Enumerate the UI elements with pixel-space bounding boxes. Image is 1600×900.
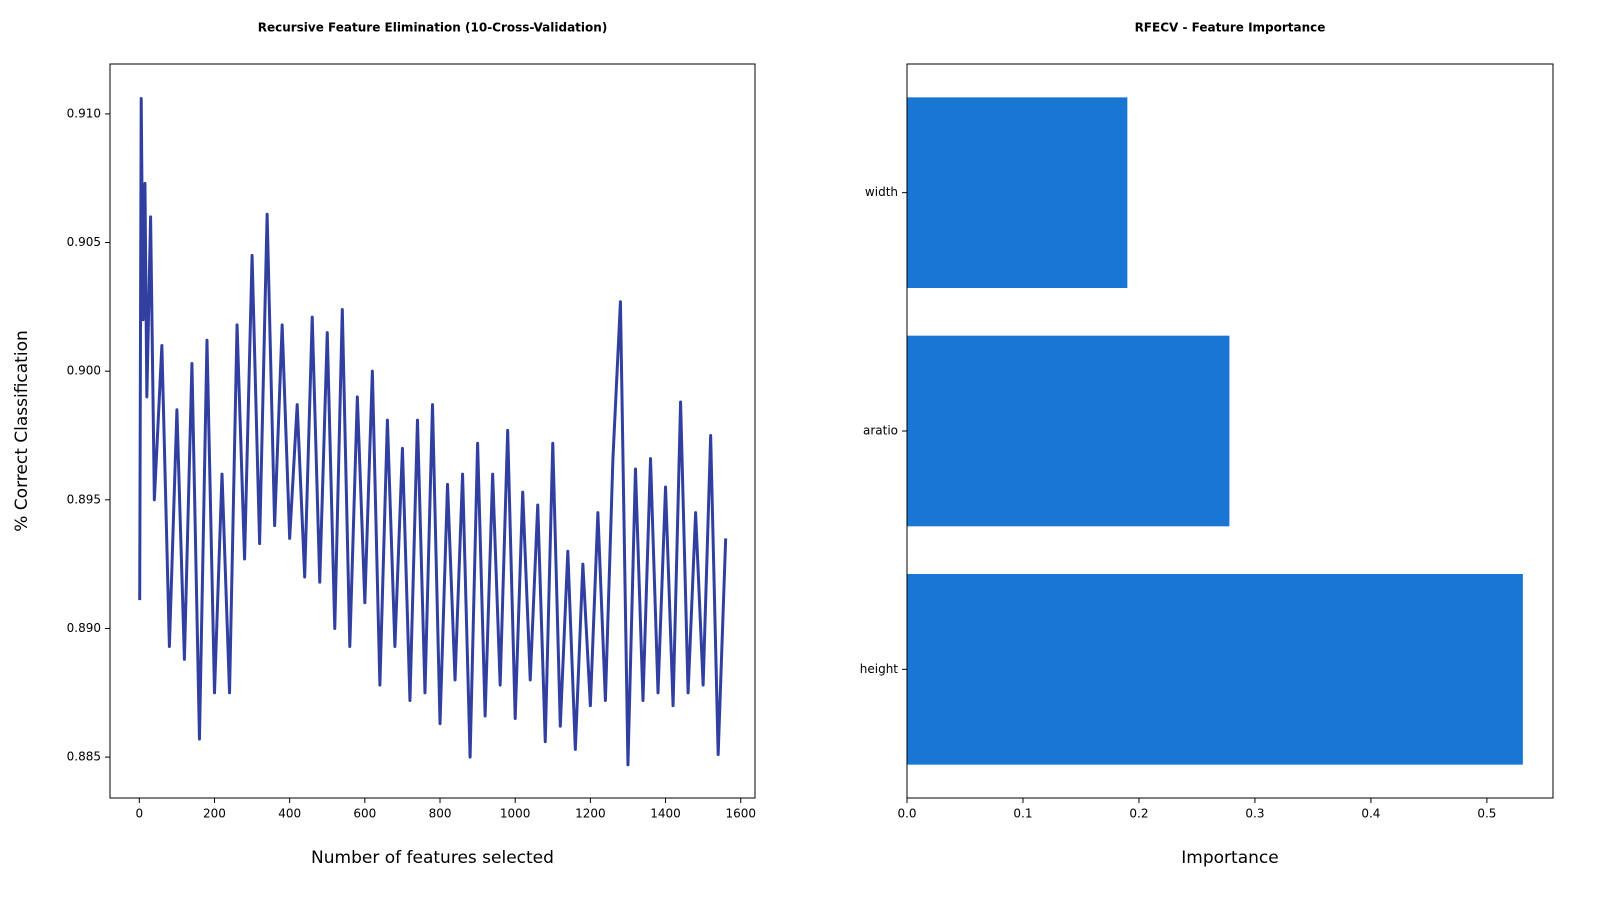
x-axis-label: Number of features selected xyxy=(311,848,554,868)
bar xyxy=(907,97,1128,289)
x-tick-label: 1600 xyxy=(725,807,756,821)
y-tick-label: 0.900 xyxy=(67,364,101,378)
x-tick-label: 0.0 xyxy=(897,807,916,821)
accuracy-line xyxy=(138,96,728,767)
y-tick-label: aratio xyxy=(863,424,898,438)
y-tick-label: 0.910 xyxy=(67,106,101,120)
bar xyxy=(907,335,1230,527)
x-tick-label: 1200 xyxy=(575,807,606,821)
x-tick-label: 1400 xyxy=(650,807,681,821)
y-tick-label: width xyxy=(865,185,898,199)
y-tick-label: 0.890 xyxy=(67,621,101,635)
x-tick-label: 0.5 xyxy=(1477,807,1496,821)
y-tick-label: 0.895 xyxy=(67,492,101,506)
axes-frame xyxy=(109,63,756,799)
x-tick-label: 400 xyxy=(278,807,301,821)
x-tick-label: 800 xyxy=(429,807,452,821)
x-tick-label: 0.4 xyxy=(1361,807,1380,821)
x-tick-label: 200 xyxy=(203,807,226,821)
chart-title: Recursive Feature Elimination (10-Cross-… xyxy=(258,21,608,35)
x-tick-label: 0.2 xyxy=(1129,807,1148,821)
x-tick-label: 0.1 xyxy=(1013,807,1032,821)
y-tick-label: 0.905 xyxy=(67,235,101,249)
y-tick-label: height xyxy=(860,662,899,676)
bar xyxy=(907,573,1523,765)
x-axis-label: Importance xyxy=(1181,848,1278,868)
axes-frame xyxy=(906,63,1554,799)
x-tick-label: 0.3 xyxy=(1245,807,1264,821)
x-tick-label: 1000 xyxy=(500,807,531,821)
y-axis-label: % Correct Classification xyxy=(12,330,32,532)
y-tick-label: 0.885 xyxy=(67,750,101,764)
x-tick-label: 0 xyxy=(135,807,143,821)
chart-title: RFECV - Feature Importance xyxy=(1135,21,1326,35)
x-tick-label: 600 xyxy=(353,807,376,821)
